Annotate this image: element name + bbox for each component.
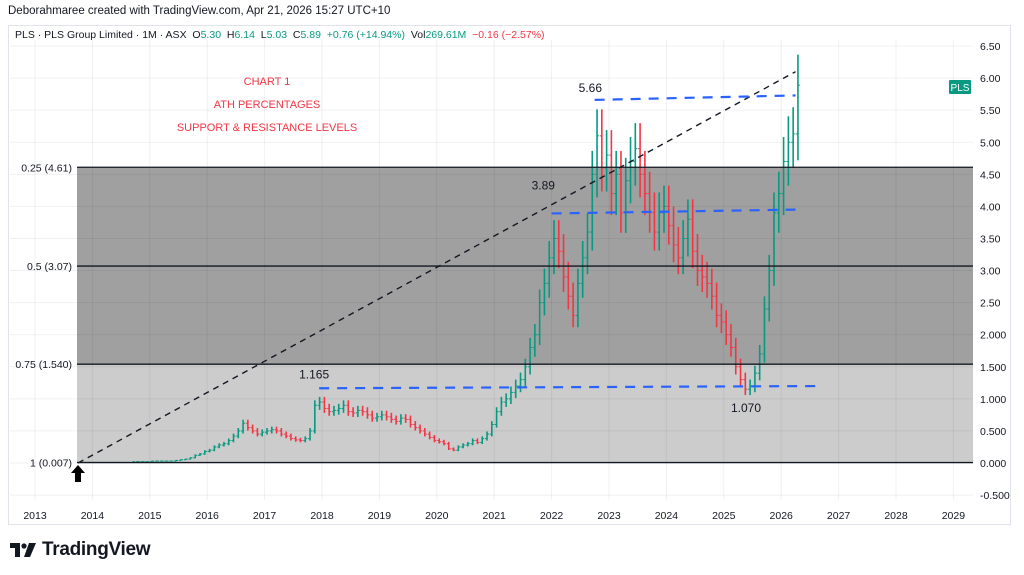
y-tick-label: 3.50: [980, 233, 1001, 245]
symbol-info[interactable]: PLS · PLS Group Limited · 1M · ASX: [15, 29, 187, 41]
y-tick-label: 1.000: [980, 394, 1006, 406]
x-tick-label: 2022: [540, 510, 564, 522]
y-tick-label: -0.500: [980, 490, 1010, 502]
low-value: 5.03: [266, 29, 288, 41]
fib-level-label: 0.75 (1.540): [15, 359, 72, 371]
open-label: O: [192, 29, 201, 41]
x-tick-label: 2024: [655, 510, 679, 522]
fib-level-label: 1 (0.007): [30, 458, 72, 470]
x-tick-label: 2018: [310, 510, 334, 522]
y-tick-label: 0.000: [980, 458, 1006, 470]
open-value: 5.30: [200, 29, 222, 41]
x-tick-label: 2014: [81, 510, 105, 522]
chart-frame: [8, 25, 1011, 525]
x-tick-label: 2017: [253, 510, 277, 522]
y-tick-label: 2.000: [980, 330, 1006, 342]
credit-text: Deborahmaree created with TradingView.co…: [8, 5, 391, 17]
symbol-badge: [949, 80, 971, 94]
x-tick-label: 2028: [884, 510, 908, 522]
symbol-badge-label: PLS: [951, 83, 970, 94]
y-tick-label: 5.50: [980, 105, 1001, 117]
chart-note: ATH PERCENTAGES: [214, 99, 321, 111]
trendline-dashed: [77, 71, 796, 464]
y-tick-label: 4.00: [980, 201, 1001, 213]
volume-value: 269.61M: [425, 29, 467, 41]
symbol-legend: PLS · PLS Group Limited · 1M · ASX O5.30…: [15, 29, 545, 41]
y-tick-label: 3.00: [980, 266, 1001, 278]
level-annotation: 5.66: [579, 81, 603, 95]
support-resistance-line: [551, 208, 796, 215]
volume-change: −0.16 (−2.57%): [472, 29, 545, 41]
fib-level-label: 0.5 (3.07): [27, 261, 72, 273]
volume-label: Vol: [410, 29, 426, 41]
tradingview-logo-icon: [10, 543, 36, 557]
close-value: 5.89: [300, 29, 321, 41]
tradingview-logo[interactable]: TradingView: [10, 539, 151, 561]
y-tick-label: 0.500: [980, 426, 1006, 438]
x-tick-label: 2020: [425, 510, 449, 522]
y-tick-label: 5.00: [980, 137, 1001, 149]
brand-name: TradingView: [42, 539, 151, 560]
level-annotation: 1.070: [731, 401, 761, 415]
x-tick-label: 2013: [23, 510, 47, 522]
change-value: +0.76 (+14.94%): [326, 29, 405, 41]
level-annotation: 3.89: [532, 178, 556, 192]
low-label: L: [260, 29, 267, 41]
y-tick-label: 2.50: [980, 298, 1001, 310]
x-tick-label: 2021: [483, 510, 507, 522]
x-tick-label: 2029: [942, 510, 966, 522]
chart-note: SUPPORT & RESISTANCE LEVELS: [177, 122, 357, 134]
x-tick-label: 2023: [597, 510, 621, 522]
x-tick-label: 2015: [138, 510, 162, 522]
y-tick-label: 4.50: [980, 169, 1001, 181]
x-tick-label: 2019: [368, 510, 392, 522]
fib-level-label: 0.25 (4.61): [21, 162, 72, 174]
y-tick-label: 1.500: [980, 362, 1006, 374]
high-label: H: [226, 29, 235, 41]
high-value: 6.14: [234, 29, 255, 41]
x-tick-label: 2026: [770, 510, 794, 522]
close-label: C: [292, 29, 301, 41]
x-tick-label: 2027: [827, 510, 851, 522]
support-resistance-line: [319, 384, 822, 390]
x-tick-label: 2025: [712, 510, 736, 522]
chart-note: CHART 1: [244, 76, 291, 88]
up-arrow-icon: [71, 465, 85, 482]
support-resistance-line: [594, 94, 796, 102]
x-tick-label: 2016: [196, 510, 220, 522]
level-annotation: 1.165: [299, 367, 329, 381]
y-tick-label: 6.00: [980, 73, 1001, 85]
y-tick-label: 6.50: [980, 41, 1001, 53]
